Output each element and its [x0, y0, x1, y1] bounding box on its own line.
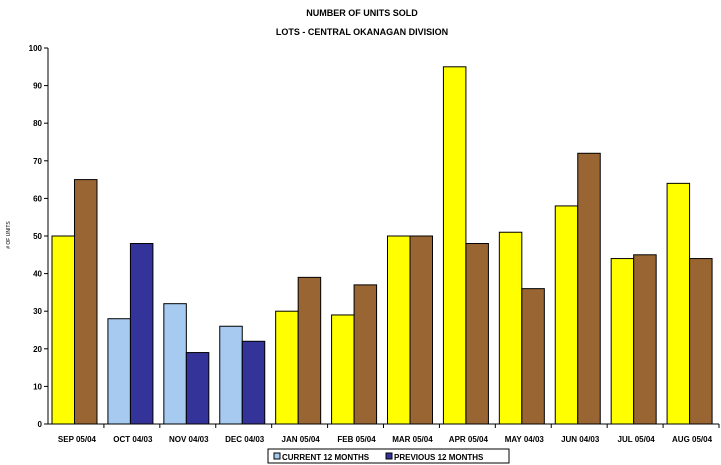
y-tick-label: 90 [33, 82, 42, 91]
x-axis: SEP 05/04 OCT 04/03 NOV 04/03 DEC 04/03 JAN … [48, 423, 720, 444]
y-tick-label: 30 [33, 307, 42, 316]
bar-current [442, 66, 467, 425]
y-tick-label: 60 [33, 194, 42, 203]
legend-label: CURRENT 12 MONTHS [282, 453, 370, 462]
bar-previous [129, 243, 154, 425]
legend: CURRENT 12 MONTHS PREVIOUS 12 MONTHS [267, 448, 510, 464]
bar-previous [353, 284, 378, 425]
bar-current [610, 258, 635, 425]
bar-previous [521, 288, 545, 425]
bar-current [554, 205, 579, 425]
y-tick-label: 100 [29, 44, 43, 53]
legend-swatch [273, 452, 281, 460]
bar-previous [297, 276, 322, 425]
y-tick-label: 70 [33, 157, 42, 166]
x-tick-label: MAY 04/03 [505, 435, 545, 444]
x-tick-label: SEP 05/04 [58, 435, 97, 444]
x-tick-label: JUN 04/03 [561, 435, 600, 444]
chart-subtitle: LOTS - CENTRAL OKANAGAN DIVISION [276, 27, 448, 37]
bar-current [331, 314, 355, 425]
y-tick-label: 10 [33, 382, 42, 391]
y-tick-label: 50 [33, 232, 42, 241]
bar-previous [577, 152, 601, 425]
y-tick-label: 20 [33, 345, 42, 354]
bar-current [387, 235, 411, 425]
bar-previous [633, 254, 657, 425]
x-tick-label: JAN 05/04 [282, 435, 321, 444]
bars [51, 66, 713, 425]
x-tick-label: FEB 05/04 [337, 435, 376, 444]
bar-previous [185, 352, 210, 425]
bar-previous [465, 243, 489, 425]
bar-current [107, 318, 131, 425]
bar-current [498, 231, 523, 425]
x-tick-label: DEC 04/03 [225, 435, 265, 444]
y-tick-label: 0 [38, 420, 43, 429]
x-tick-label: OCT 04/03 [113, 435, 153, 444]
bar-previous [241, 340, 266, 425]
bar-current [666, 182, 691, 425]
y-tick-label: 80 [33, 119, 42, 128]
x-tick-label: APR 05/04 [449, 435, 489, 444]
y-tick-label: 40 [33, 270, 42, 279]
x-tick-label: NOV 04/03 [169, 435, 209, 444]
x-tick-label: MAR 05/04 [392, 435, 433, 444]
legend-swatch [385, 452, 393, 460]
legend-label: PREVIOUS 12 MONTHS [394, 453, 484, 462]
x-tick-label: JUL 05/04 [618, 435, 656, 444]
bar-current [275, 310, 299, 425]
bar-previous [689, 258, 713, 425]
bar-current [219, 325, 243, 425]
bar-previous [409, 235, 433, 425]
chart-title: NUMBER OF UNITS SOLD [306, 8, 418, 18]
bar-current [51, 235, 75, 425]
y-axis-label: # OF UNITS [6, 221, 12, 249]
bar-previous [74, 179, 98, 425]
y-axis: 0 10 20 30 40 50 60 70 80 90 100 [29, 44, 49, 429]
bar-current [163, 303, 187, 425]
x-tick-label: AUG 05/04 [672, 435, 713, 444]
